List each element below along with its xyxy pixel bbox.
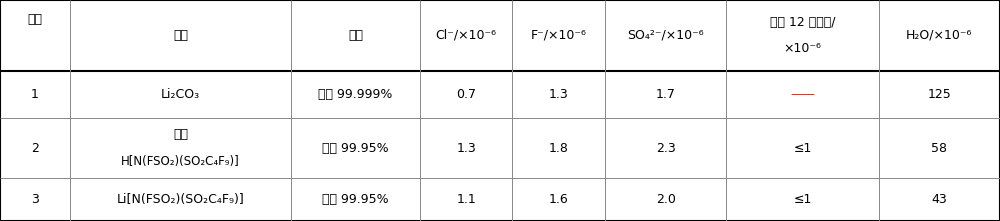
Text: 43: 43 bbox=[931, 193, 947, 206]
Text: 58: 58 bbox=[931, 141, 947, 154]
Text: 大于 99.95%: 大于 99.95% bbox=[322, 193, 389, 206]
Text: 精品: 精品 bbox=[173, 128, 188, 141]
Text: 1.3: 1.3 bbox=[456, 141, 476, 154]
Text: 1.7: 1.7 bbox=[656, 88, 676, 101]
Text: H₂O/×10⁻⁶: H₂O/×10⁻⁶ bbox=[906, 29, 972, 42]
Text: 2.0: 2.0 bbox=[656, 193, 676, 206]
Text: 1: 1 bbox=[31, 88, 39, 101]
Text: 大于 99.95%: 大于 99.95% bbox=[322, 141, 389, 154]
Text: H[N(FSO₂)(SO₂C₄F₉)]: H[N(FSO₂)(SO₂C₄F₉)] bbox=[121, 155, 240, 168]
Text: 其它 12 种离子/: 其它 12 种离子/ bbox=[770, 16, 835, 29]
Text: 3: 3 bbox=[31, 193, 39, 206]
Text: 1.8: 1.8 bbox=[549, 141, 569, 154]
Text: F⁻/×10⁻⁶: F⁻/×10⁻⁶ bbox=[531, 29, 587, 42]
Text: ×10⁻⁶: ×10⁻⁶ bbox=[784, 42, 821, 55]
Text: 1.1: 1.1 bbox=[456, 193, 476, 206]
Text: 序号: 序号 bbox=[27, 13, 42, 26]
Text: 0.7: 0.7 bbox=[456, 88, 476, 101]
Text: 2: 2 bbox=[31, 141, 39, 154]
Text: ——: —— bbox=[790, 88, 815, 101]
Text: Li[N(FSO₂)(SO₂C₄F₉)]: Li[N(FSO₂)(SO₂C₄F₉)] bbox=[117, 193, 244, 206]
Text: 2.3: 2.3 bbox=[656, 141, 676, 154]
Text: 1.6: 1.6 bbox=[549, 193, 569, 206]
Text: 大于 99.999%: 大于 99.999% bbox=[318, 88, 393, 101]
Text: Cl⁻/×10⁻⁶: Cl⁻/×10⁻⁶ bbox=[436, 29, 497, 42]
Text: ≤1: ≤1 bbox=[793, 193, 812, 206]
Text: ≤1: ≤1 bbox=[793, 141, 812, 154]
Text: 125: 125 bbox=[927, 88, 951, 101]
Text: 含量: 含量 bbox=[348, 29, 363, 42]
Text: SO₄²⁻/×10⁻⁶: SO₄²⁻/×10⁻⁶ bbox=[627, 29, 704, 42]
Text: 名称: 名称 bbox=[173, 29, 188, 42]
Text: Li₂CO₃: Li₂CO₃ bbox=[161, 88, 200, 101]
Text: 1.3: 1.3 bbox=[549, 88, 569, 101]
